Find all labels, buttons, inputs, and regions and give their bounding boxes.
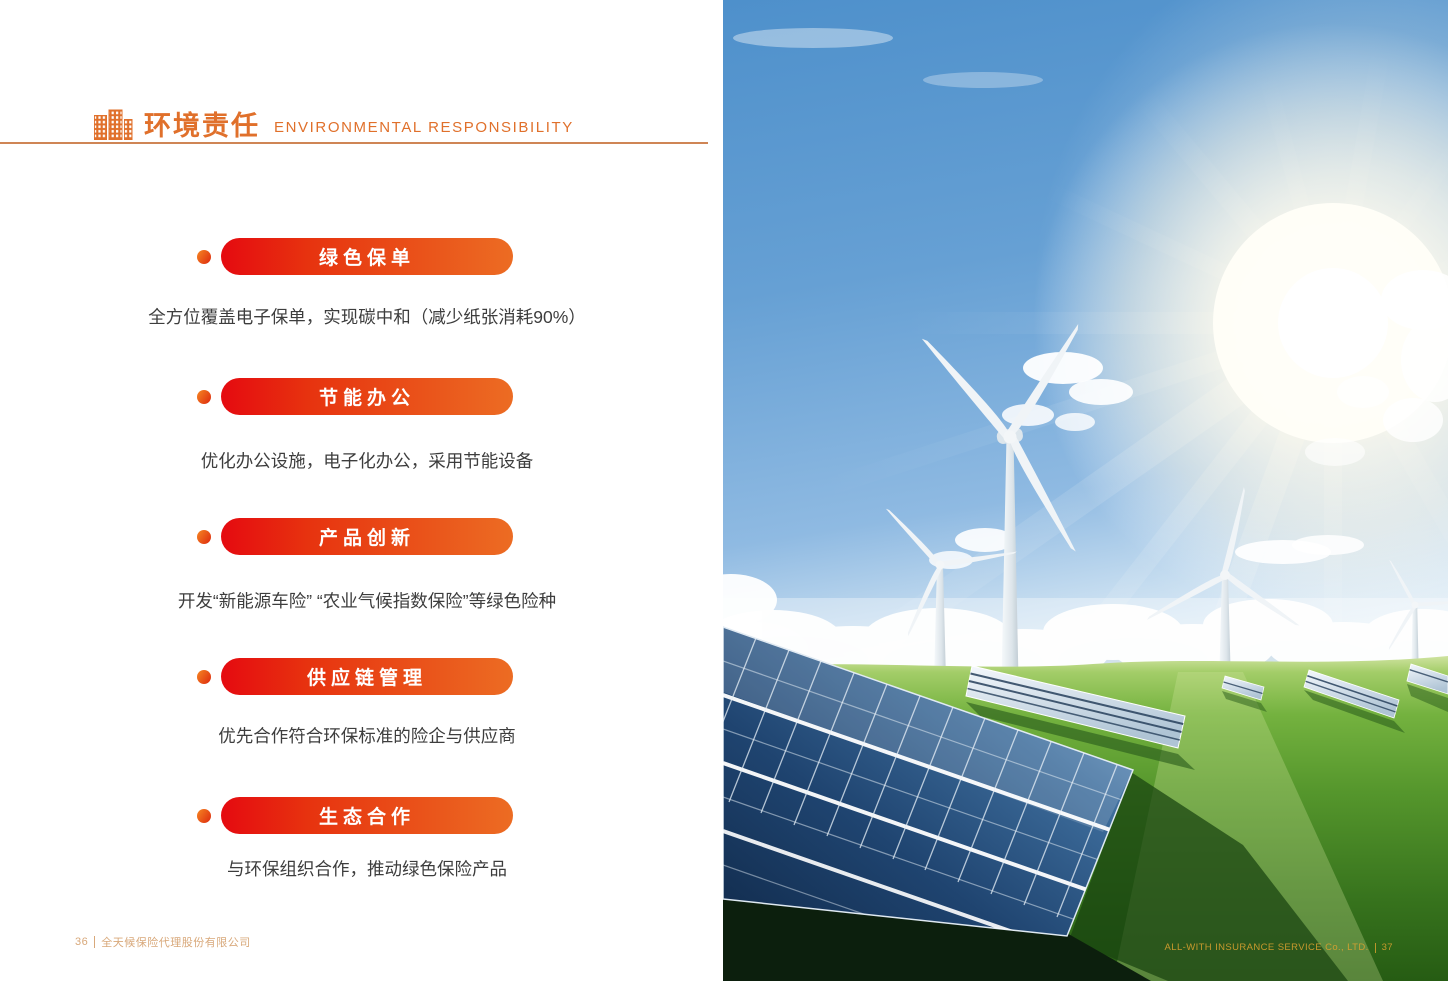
foreground-solar-panel — [723, 626, 1348, 981]
section-eco-cooperation: 生态合作 与环保组织合作，推动绿色保险产品 — [0, 797, 723, 917]
section-description: 开发“新能源车险” “农业气候指数保险”等绿色险种 — [177, 591, 557, 611]
page-subtitle: ENVIRONMENTAL RESPONSIBILITY — [274, 118, 574, 136]
left-page: 环境责任 ENVIRONMENTAL RESPONSIBILITY 绿色保单 全… — [0, 0, 723, 981]
section-product-innovation: 产品创新 开发“新能源车险” “农业气候指数保险”等绿色险种 — [0, 518, 723, 638]
section-supply-chain: 供应链管理 优先合作符合环保标准的险企与供应商 — [0, 658, 723, 778]
company-name-en: ALL-WITH INSURANCE SERVICE Co., LTD. — [1164, 942, 1369, 953]
bullet-dot — [197, 390, 211, 404]
footer-left: 36 全天候保险代理股份有限公司 — [75, 934, 251, 950]
solar-panel-row — [1303, 669, 1400, 719]
page-number-right: 37 — [1381, 942, 1393, 953]
solar-panel-rows — [965, 663, 1448, 770]
footer-separator — [1374, 942, 1376, 953]
section-pill-label: 生态合作 — [318, 807, 415, 828]
wind-turbine — [917, 320, 1083, 705]
company-name-zh: 全天候保险代理股份有限公司 — [101, 937, 251, 949]
section-description: 全方位覆盖电子保单，实现碳中和（减少纸张消耗90%） — [148, 307, 586, 327]
section-pill: 节能办公 — [221, 378, 513, 415]
horizon-clouds — [723, 598, 1448, 684]
page-header: 环境责任 ENVIRONMENTAL RESPONSIBILITY — [93, 104, 574, 143]
solar-panel-row — [965, 665, 1186, 749]
section-pill-label: 节能办公 — [318, 388, 415, 409]
section-energy-saving-office: 节能办公 优化办公设施，电子化办公，采用节能设备 — [0, 378, 723, 498]
section-pill: 产品创新 — [221, 518, 513, 555]
page-number-left: 36 — [75, 936, 89, 948]
section-description: 优化办公设施，电子化办公，采用节能设备 — [200, 451, 534, 471]
section-pill: 绿色保单 — [221, 238, 513, 275]
page-title: 环境责任 — [144, 111, 260, 141]
section-pill-label: 供应链管理 — [306, 668, 427, 689]
footer-separator — [94, 936, 96, 948]
section-description: 优先合作符合环保标准的险企与供应商 — [218, 726, 516, 746]
bullet-dot — [197, 530, 211, 544]
photo-illustration — [723, 0, 1448, 981]
section-pill: 生态合作 — [221, 797, 513, 834]
solar-panel-row — [1406, 663, 1448, 695]
footer-right: ALL-WITH INSURANCE SERVICE Co., LTD. 37 — [1165, 942, 1393, 953]
wind-turbine — [1387, 559, 1448, 675]
section-pill: 供应链管理 — [221, 658, 513, 695]
section-description: 与环保组织合作，推动绿色保险产品 — [227, 859, 507, 879]
sun — [1033, 0, 1448, 670]
bullet-dot — [197, 250, 211, 264]
section-pill-label: 产品创新 — [318, 528, 415, 549]
header-divider — [0, 142, 708, 144]
section-pill-label: 绿色保单 — [318, 248, 415, 269]
buildings-icon — [94, 109, 133, 140]
bullet-dot — [197, 809, 211, 823]
renewable-energy-photo: ALL-WITH INSURANCE SERVICE Co., LTD. 37 — [723, 0, 1448, 981]
bullet-dot — [197, 670, 211, 684]
section-green-policy: 绿色保单 全方位覆盖电子保单，实现碳中和（减少纸张消耗90%） — [0, 238, 723, 358]
solar-panel-row — [1221, 675, 1265, 701]
